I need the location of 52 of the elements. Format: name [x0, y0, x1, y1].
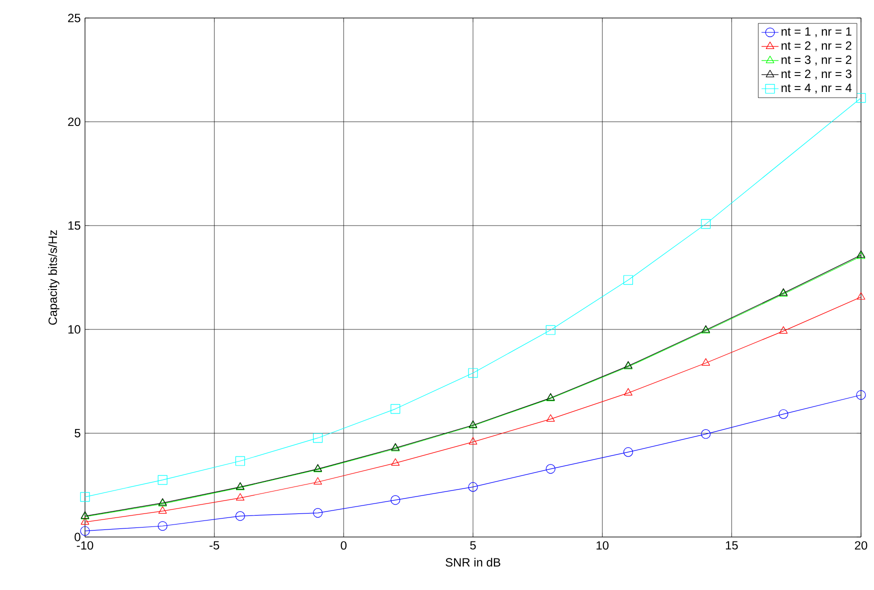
legend-label: nt = 4 , nr = 4	[782, 84, 852, 94]
y-tick-label: 20	[68, 118, 80, 126]
x-tick-label: -10	[76, 541, 94, 550]
y-tick-label: 10	[68, 325, 80, 334]
legend-label: nt = 3 , nr = 2	[782, 56, 852, 66]
point	[779, 326, 788, 334]
point	[390, 404, 400, 414]
x-tick-label: -5	[210, 541, 220, 550]
point	[158, 506, 167, 514]
point	[623, 275, 633, 285]
legend-label: nt = 2 , nr = 2	[782, 41, 852, 52]
point	[856, 390, 866, 400]
x-axis-title: SNR in dB	[446, 558, 500, 567]
point	[314, 477, 322, 485]
point	[468, 368, 478, 378]
point	[546, 414, 555, 422]
point	[80, 526, 90, 536]
x-tick-label: 20	[854, 541, 868, 550]
point	[390, 495, 400, 505]
point	[236, 493, 244, 501]
y-tick-label: 25	[68, 14, 80, 22]
point	[235, 456, 245, 466]
point	[624, 388, 632, 396]
y-tick-label: 15	[68, 221, 80, 230]
point	[80, 517, 90, 525]
point	[701, 219, 711, 229]
y-axis-title: Capacity bits/s/Hz	[48, 230, 60, 325]
y-tick-label: 5	[74, 429, 80, 438]
point	[468, 437, 478, 444]
x-tick-label: 0	[340, 541, 347, 550]
x-tick-label: 15	[726, 541, 738, 550]
point	[158, 521, 168, 531]
point	[778, 409, 788, 419]
point	[623, 447, 633, 457]
x-tick-label: 5	[470, 541, 476, 550]
point	[701, 429, 711, 439]
point	[856, 292, 866, 300]
point	[235, 511, 245, 521]
legend-label: nt = 2 , nr = 3	[782, 70, 852, 80]
point	[391, 458, 400, 466]
point	[468, 482, 478, 492]
point	[546, 325, 556, 335]
point	[856, 93, 866, 103]
point	[313, 433, 323, 443]
point	[546, 464, 556, 474]
point	[80, 492, 90, 502]
y-tick-label: 0	[74, 532, 80, 542]
point	[702, 358, 710, 366]
point	[158, 475, 168, 485]
legend-label: nt = 1 , nr = 1	[782, 27, 852, 38]
x-tick-label: 10	[596, 541, 609, 550]
point	[313, 508, 323, 518]
